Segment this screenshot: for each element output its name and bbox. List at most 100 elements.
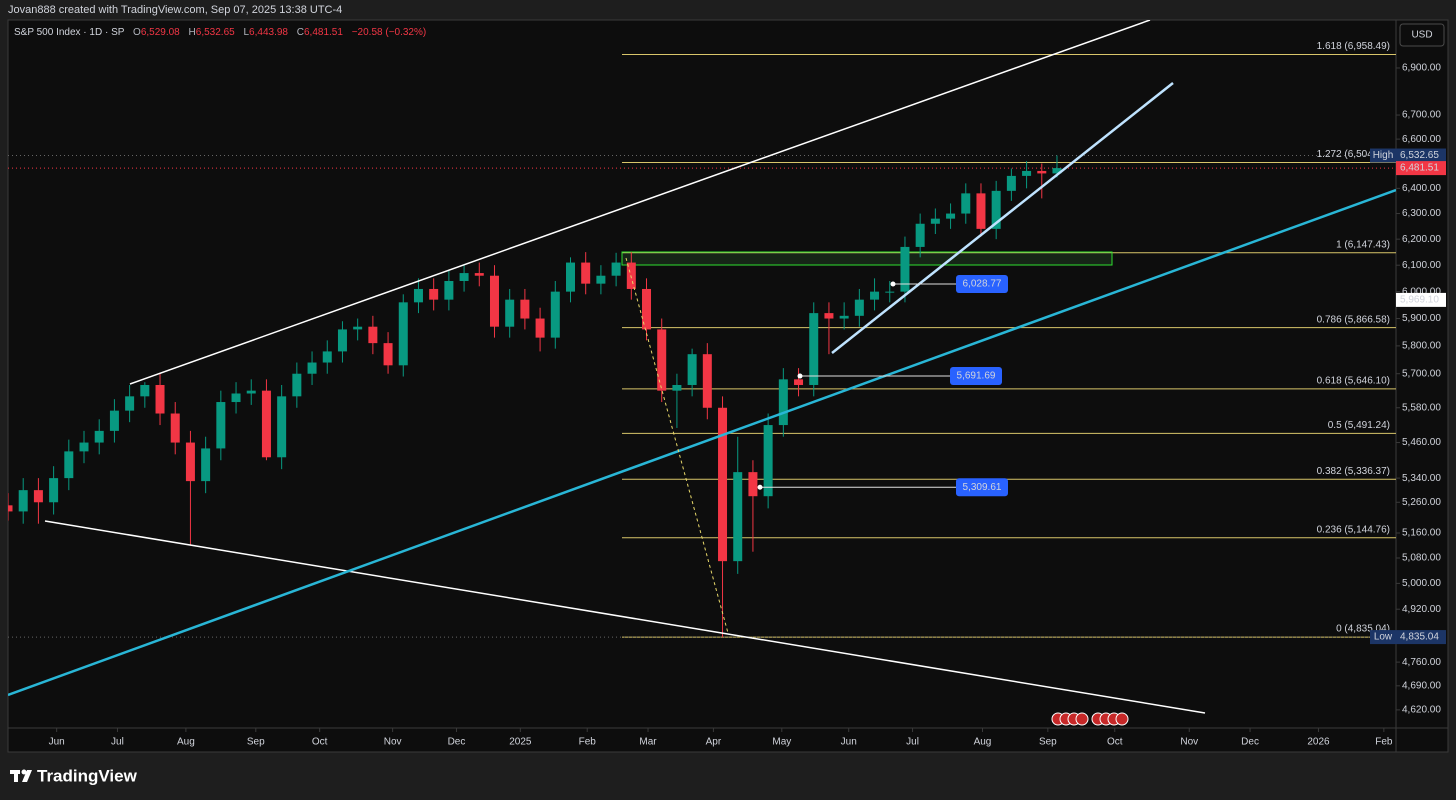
x-tick-label: Jun: [841, 737, 857, 748]
candle-body: [18, 490, 28, 512]
logo-mark: [21, 769, 27, 775]
candle-body: [930, 218, 940, 224]
ohlc-value: 6,443.98: [249, 27, 288, 38]
candle-body: [1037, 170, 1047, 174]
callout-box: [956, 274, 1008, 293]
candle-body: [870, 291, 880, 300]
price-badge: [1396, 148, 1446, 163]
candle-body: [657, 329, 667, 391]
x-tick-label: May: [772, 737, 791, 748]
candle-body: [201, 448, 211, 482]
symbol-name: S&P 500 Index · 1D · SP: [14, 27, 125, 38]
fib-label: 0.382 (5,336.37): [1317, 466, 1390, 477]
chart-frame: [7, 19, 1449, 753]
credit: Jovan888 created with TradingView.com, S…: [8, 4, 342, 16]
candle-body: [292, 373, 302, 397]
ohlc-key: O: [133, 27, 141, 38]
candle-body: [216, 402, 226, 449]
currency[interactable]: USD: [1411, 30, 1432, 41]
candle-body: [125, 396, 135, 411]
candle-body: [1006, 175, 1016, 191]
price-badge: [1396, 161, 1446, 176]
candle-body: [429, 288, 439, 300]
y-tick-label: 6,600.00: [1402, 134, 1441, 145]
candle-body: [581, 262, 591, 284]
y-tick-label: 5,800.00: [1402, 341, 1441, 352]
candle-body: [277, 396, 287, 458]
overlay: 1.618 (6,958.49) 1.272 (6,504.40) 1 (6,147…: [757, 41, 1390, 635]
ohlc-value: 6,529.08: [141, 27, 180, 38]
x-tick-label: Feb: [579, 737, 597, 748]
candle-body: [246, 390, 256, 394]
candle-body: [520, 299, 530, 319]
candle-body: [353, 326, 363, 330]
x-tick-label: Dec: [1241, 737, 1259, 748]
price-tag: [1370, 630, 1396, 645]
y-tick-label: 5,900.00: [1402, 313, 1441, 324]
y-tick-label: 4,760.00: [1402, 657, 1441, 668]
candle-body: [307, 362, 317, 374]
x-tick-label: Oct: [312, 737, 328, 748]
y-tick-label: 6,900.00: [1402, 63, 1441, 74]
candle-body: [733, 472, 743, 562]
candle-body: [946, 213, 956, 219]
callout-point: [797, 373, 803, 379]
y-tick-label: 6,400.00: [1402, 183, 1441, 194]
candle-body: [611, 262, 621, 276]
candle-body: [535, 318, 545, 338]
x-tick-label: 2026: [1307, 737, 1330, 748]
trendline-cyan: [8, 188, 1396, 697]
candle-body: [809, 313, 819, 385]
candle-body: [337, 329, 347, 352]
ohlc-key: H: [189, 27, 196, 38]
x-tick-label: Dec: [448, 737, 466, 748]
y-tick-label: 5,260.00: [1402, 497, 1441, 508]
candle-body: [550, 291, 560, 338]
fib-label: 0.236 (5,144.76): [1317, 524, 1390, 535]
candle-body: [687, 354, 697, 385]
candle-body: [596, 275, 606, 284]
plot: [8, 20, 1396, 714]
fib-label: 0.786 (5,866.58): [1317, 314, 1390, 325]
fib-label: 1.618 (6,958.49): [1317, 41, 1390, 52]
candle-body: [155, 384, 165, 414]
x-tick-label: Apr: [706, 737, 722, 748]
price-badge-label: 5,969.10: [1400, 295, 1439, 306]
candle-body: [398, 302, 408, 366]
logo: TradingView: [10, 766, 138, 785]
x-tick-label: 2025: [509, 737, 532, 748]
change: −20.58 (−0.32%): [352, 27, 427, 38]
candle-body: [824, 313, 834, 319]
fib-anchor: [625, 257, 729, 634]
fib-label: 1 (6,147.43): [1336, 239, 1390, 250]
candle-body: [1022, 170, 1032, 176]
candle-body: [489, 275, 499, 327]
candle-body: [839, 315, 849, 319]
fib-label: 1.272 (6,504.40): [1317, 149, 1390, 160]
y-tick-label: 5,000.00: [1402, 578, 1441, 589]
logo-mark: [22, 770, 32, 782]
candle-body: [915, 223, 925, 247]
x-tick-label: Jun: [49, 737, 65, 748]
price-badge: [1396, 630, 1446, 645]
y-tick-label: 5,580.00: [1402, 402, 1441, 413]
candle-body: [854, 299, 864, 316]
y-tick-label: 4,920.00: [1402, 604, 1441, 615]
callout-label: 5,691.69: [957, 371, 996, 382]
callout-point: [890, 281, 896, 287]
candle-body: [109, 410, 119, 431]
candle-body: [505, 299, 515, 327]
x-tick-label: Mar: [639, 737, 657, 748]
callout-box: [950, 367, 1002, 386]
price-badge-label: 6,481.51: [1400, 163, 1439, 174]
event-flag: [1075, 712, 1089, 726]
candle-body: [1052, 168, 1062, 174]
currency-button[interactable]: [1399, 23, 1445, 47]
x-tick-label: Jul: [906, 737, 919, 748]
candle-body: [140, 384, 150, 397]
trendline-upper: [129, 20, 1151, 385]
event-flag: [1115, 712, 1129, 726]
x-tick-label: Sep: [247, 737, 265, 748]
callout-point: [757, 484, 763, 490]
